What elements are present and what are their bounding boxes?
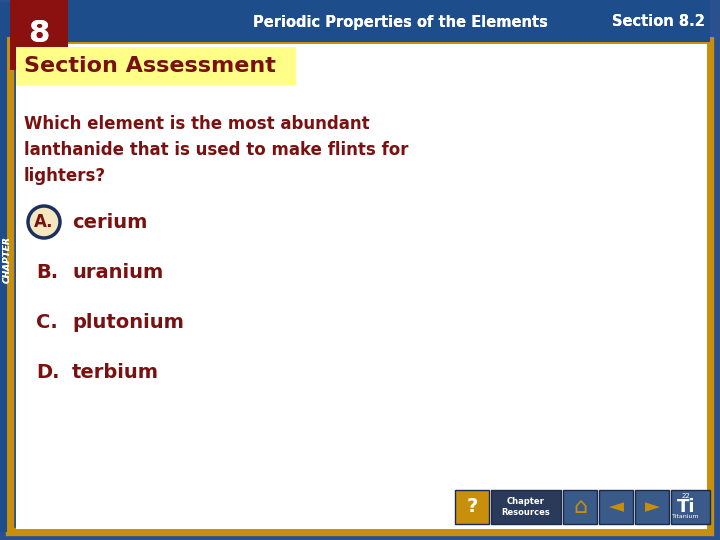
Bar [0,2,14,532]
Bar [455,490,489,524]
Text: Titanium: Titanium [672,515,700,519]
Bar [10,0,710,42]
Text: Section 8.2: Section 8.2 [612,15,705,30]
Bar [671,490,710,524]
Bar [635,490,669,524]
Text: ◄: ◄ [608,497,624,516]
Text: Section 8.2: Section 8.2 [612,15,705,30]
Bar [10,0,710,42]
Text: Chapter
Resources: Chapter Resources [502,497,550,517]
Text: ⌂: ⌂ [573,497,587,517]
Text: Periodic Properties of the Elements: Periodic Properties of the Elements [253,15,547,30]
Text: Ti: Ti [677,498,696,516]
Bar [10,0,68,70]
Text: Periodic Properties of the Elements: Periodic Properties of the Elements [253,15,547,30]
Bar [491,490,561,524]
Text: Section Assessment: Section Assessment [24,56,276,76]
Text: cerium: cerium [72,213,148,232]
Text: ?: ? [467,497,477,516]
Bar [563,490,597,524]
Bar [599,490,633,524]
Text: A.: A. [35,213,54,231]
Bar [16,47,296,85]
Text: 22: 22 [682,493,690,499]
Text: CHAPTER: CHAPTER [2,237,12,284]
Text: terbium: terbium [72,362,159,381]
Text: 8: 8 [28,18,50,48]
Text: D.: D. [36,362,60,381]
Text: B.: B. [36,262,58,281]
Text: CHAPTER: CHAPTER [2,237,12,284]
Bar [10,0,68,70]
Text: ►: ► [644,497,660,516]
Circle shape [28,206,60,238]
Text: plutonium: plutonium [72,313,184,332]
Text: C.: C. [36,313,58,332]
Text: 8: 8 [28,18,50,48]
Text: Which element is the most abundant
lanthanide that is used to make flints for
li: Which element is the most abundant lanth… [24,114,408,185]
Text: uranium: uranium [72,262,163,281]
